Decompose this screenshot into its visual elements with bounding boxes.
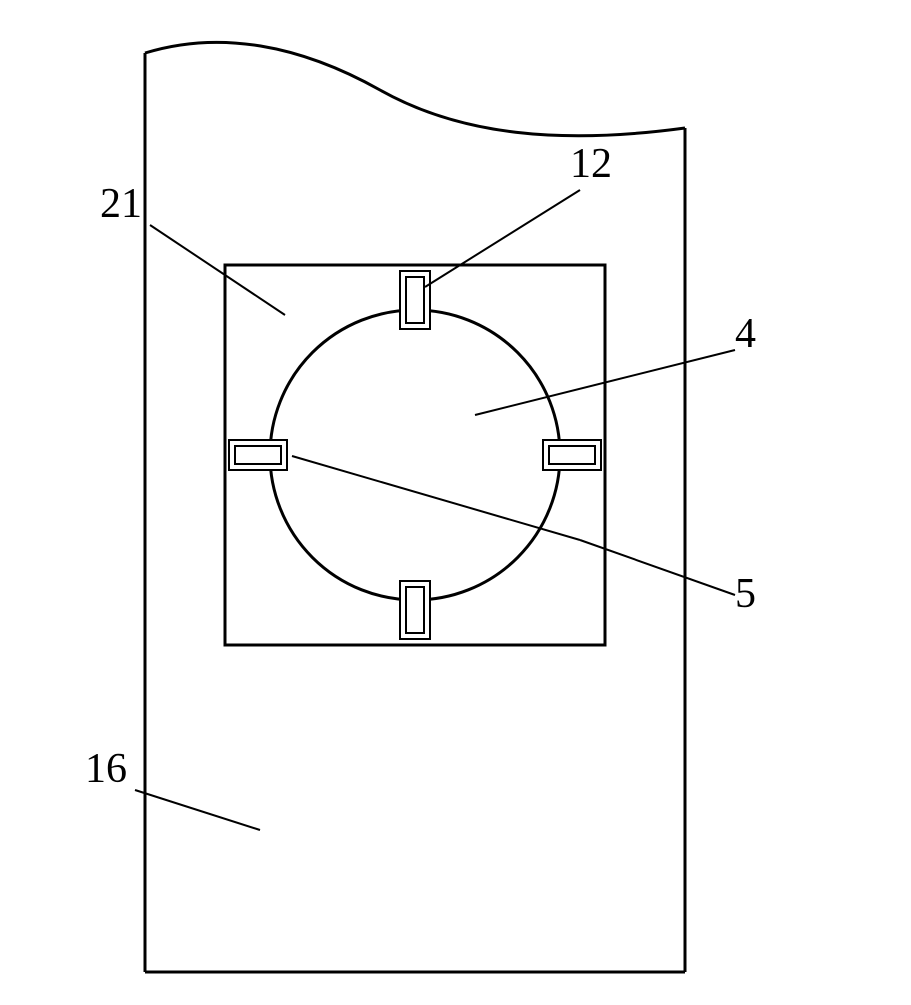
label-4: 4 [735,310,756,358]
label-12: 12 [570,140,612,188]
clip-top [400,271,430,329]
clip-right [543,440,601,470]
center-circle [270,310,560,600]
label-21: 21 [100,180,142,228]
label-5: 5 [735,570,756,618]
technical-drawing-svg [0,0,911,1000]
label-16: 16 [85,745,127,793]
clip-bottom [400,581,430,639]
diagram-container: 21 12 4 5 16 [0,0,911,1000]
clip-left [229,440,287,470]
